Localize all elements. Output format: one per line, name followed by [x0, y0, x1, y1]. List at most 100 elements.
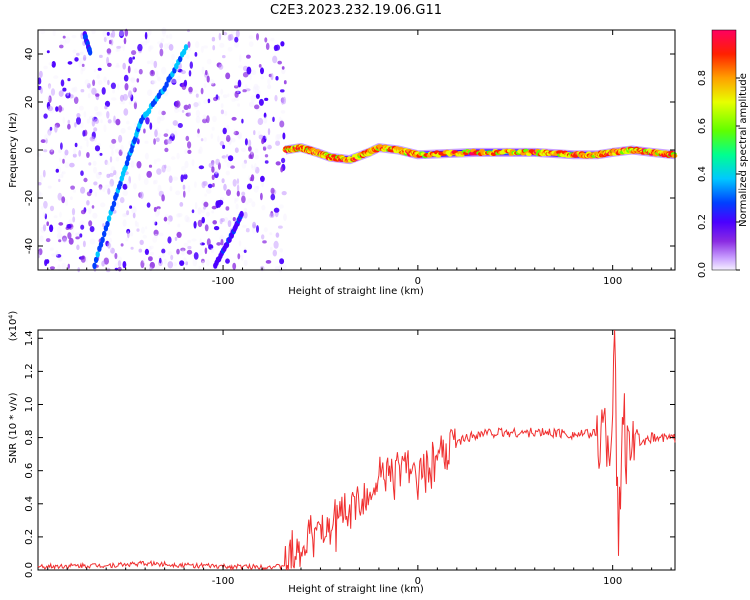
- heatmap-cell: [107, 119, 112, 124]
- heatmap-cell: [55, 168, 59, 173]
- heatmap-cell: [119, 197, 125, 204]
- colorbar-tick-label: 0.8: [697, 70, 708, 86]
- heatmap-cell: [187, 149, 192, 154]
- heatmap-cell: [142, 234, 147, 239]
- heatmap-cell: [270, 193, 276, 201]
- heatmap-cell: [95, 111, 101, 116]
- heatmap-cell: [99, 54, 103, 59]
- heatmap-cell: [130, 232, 134, 237]
- heatmap-feature-point: [105, 220, 110, 228]
- heatmap-cell: [207, 183, 213, 189]
- heatmap-cell: [83, 177, 88, 183]
- heatmap-cell: [81, 65, 86, 72]
- heatmap-cell: [113, 115, 116, 123]
- heatmap-cell: [76, 116, 81, 125]
- heatmap-cell: [207, 98, 211, 104]
- heatmap-cell: [258, 134, 264, 140]
- heatmap-cell: [188, 70, 192, 77]
- x-tick-label: 100: [603, 576, 622, 587]
- heatmap-cell: [175, 100, 181, 108]
- heatmap-cell: [187, 245, 192, 250]
- heatmap-cell: [133, 101, 137, 110]
- heatmap-cell: [234, 85, 239, 89]
- heatmap-cell: [151, 80, 157, 84]
- heatmap-cell: [243, 207, 248, 212]
- heatmap-cell: [278, 204, 284, 209]
- heatmap-cell: [211, 126, 215, 131]
- heatmap-cell: [47, 129, 52, 136]
- heatmap-cell: [230, 29, 235, 35]
- heatmap-cell: [248, 101, 255, 108]
- colorbar-tick-label: 0.4: [697, 166, 708, 182]
- heatmap-cell: [137, 43, 143, 52]
- heatmap-cell: [273, 207, 280, 213]
- heatmap-cell: [111, 97, 117, 101]
- y-tick-label: 1.0: [24, 397, 35, 413]
- heatmap-cell: [276, 133, 282, 140]
- heatmap-cell: [149, 59, 154, 65]
- spectrogram-y-axis: -40 -20 0 20 40: [24, 48, 675, 254]
- heatmap-cell: [91, 205, 95, 209]
- heatmap-cell: [201, 216, 205, 224]
- heatmap-cell: [44, 213, 47, 220]
- heatmap-cell: [170, 133, 175, 142]
- heatmap-cell: [61, 196, 66, 204]
- heatmap-cell: [161, 27, 167, 35]
- heatmap-cell: [193, 252, 199, 260]
- heatmap-cell: [270, 187, 275, 195]
- heatmap-cell: [47, 83, 52, 89]
- heatmap-cell: [43, 113, 48, 119]
- heatmap-cell: [117, 260, 122, 267]
- heatmap-feature-point: [671, 153, 678, 158]
- heatmap-cell: [225, 258, 230, 264]
- heatmap-cell: [150, 80, 155, 85]
- heatmap-cell: [153, 138, 157, 145]
- heatmap-cell: [103, 257, 110, 265]
- heatmap-cell: [198, 146, 203, 154]
- heatmap-cell: [107, 188, 111, 195]
- heatmap-cell: [103, 36, 107, 43]
- heatmap-cell: [203, 76, 207, 82]
- heatmap-cell: [211, 174, 215, 180]
- heatmap-cell: [242, 89, 247, 93]
- heatmap-cell: [156, 158, 161, 162]
- heatmap-cell: [212, 115, 217, 123]
- heatmap-cell: [148, 256, 153, 262]
- heatmap-cell: [220, 88, 224, 95]
- heatmap-cell: [46, 221, 49, 226]
- heatmap-cell: [280, 89, 285, 93]
- heatmap-cell: [236, 88, 240, 94]
- heatmap-cell: [215, 158, 220, 166]
- heatmap-cell: [68, 237, 74, 245]
- heatmap-cell: [195, 93, 199, 98]
- heatmap-cell: [101, 260, 105, 267]
- heatmap-cell: [211, 82, 216, 87]
- heatmap-cell: [199, 242, 205, 246]
- heatmap-cell: [76, 113, 81, 118]
- heatmap-cell: [227, 155, 234, 162]
- heatmap-cell: [74, 142, 78, 148]
- heatmap-cell: [203, 45, 208, 49]
- heatmap-cell: [131, 50, 137, 56]
- heatmap-cell: [223, 217, 229, 223]
- heatmap-cell: [126, 180, 130, 188]
- heatmap-cell: [161, 164, 166, 173]
- heatmap-cell: [57, 192, 63, 201]
- heatmap-cell: [202, 181, 208, 186]
- heatmap-cell: [237, 134, 242, 140]
- heatmap-cell: [270, 73, 274, 81]
- heatmap-cell: [256, 33, 259, 41]
- heatmap-cell: [149, 69, 155, 77]
- heatmap-cell: [61, 171, 64, 179]
- heatmap-cell: [221, 178, 225, 184]
- snr-y-axis: 0.0 0.2 0.4 0.6 0.8 1.0 1.2 1.4: [24, 330, 675, 578]
- heatmap-cell: [234, 90, 239, 99]
- heatmap-cell: [202, 114, 207, 120]
- heatmap-cell: [197, 207, 202, 215]
- heatmap-cell: [203, 82, 207, 89]
- heatmap-cell: [216, 169, 220, 174]
- heatmap-cell: [254, 166, 260, 174]
- heatmap-cell: [208, 79, 215, 86]
- heatmap-cell: [250, 94, 256, 103]
- heatmap-cell: [187, 141, 192, 149]
